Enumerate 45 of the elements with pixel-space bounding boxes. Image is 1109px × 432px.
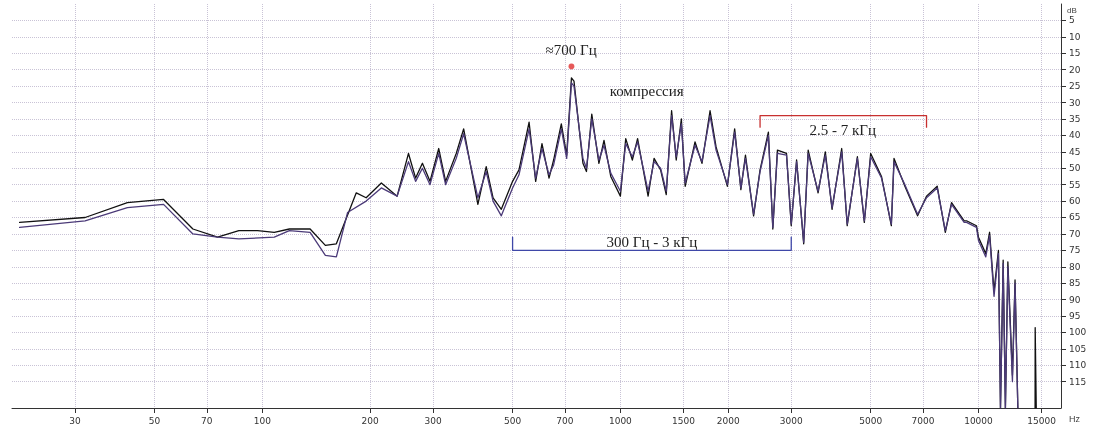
y-tick-label: 80 — [1069, 261, 1081, 272]
x-tick-label: 10000 — [964, 415, 994, 426]
y-tick-label: 110 — [1069, 360, 1087, 371]
y-tick-label: 115 — [1069, 376, 1087, 387]
y-tick-label: 90 — [1069, 294, 1081, 305]
y-tick-label: 60 — [1069, 196, 1081, 207]
y-tick-label: 35 — [1069, 113, 1081, 124]
y-axis-title: dB — [1067, 5, 1077, 15]
x-tick-label: 100 — [253, 415, 272, 426]
x-axis-title: Hz — [1069, 413, 1081, 424]
y-tick-label: 105 — [1069, 343, 1087, 354]
x-tick-label: 200 — [361, 415, 379, 426]
x-tick-label: 300 — [424, 415, 443, 426]
annotation: 300 Гц - 3 кГц — [606, 233, 698, 250]
y-tick-label: 50 — [1069, 163, 1081, 174]
y-tick-label: 5 — [1069, 15, 1075, 26]
x-tick-label: 1000 — [608, 415, 633, 426]
x-tick-label: 30 — [69, 415, 82, 426]
y-tick-label: 65 — [1069, 212, 1081, 223]
y-tick-label: 45 — [1069, 146, 1081, 157]
x-tick-label: 1500 — [671, 415, 696, 426]
y-tick-label: 55 — [1069, 179, 1081, 190]
y-tick-label: 30 — [1069, 97, 1081, 108]
y-tick-label: 15 — [1069, 48, 1081, 59]
y-tick-label: 95 — [1069, 311, 1081, 322]
y-tick-label: 70 — [1069, 228, 1081, 239]
y-tick-label: 85 — [1069, 278, 1081, 289]
x-tick-label: 500 — [504, 415, 522, 426]
x-tick-label: 2000 — [716, 415, 740, 426]
x-tick-label: 5000 — [859, 415, 883, 426]
x-tick-label: 15000 — [1027, 415, 1057, 426]
annotation: компрессия — [609, 82, 684, 99]
x-tick-label: 3000 — [779, 415, 803, 426]
y-tick-label: 20 — [1069, 64, 1081, 75]
y-tick-label: 40 — [1069, 130, 1081, 141]
y-tick-label: 100 — [1069, 327, 1087, 338]
annotation: 2.5 - 7 кГц — [809, 122, 877, 139]
annotation: ≈700 Гц — [545, 42, 597, 59]
y-tick-label: 25 — [1069, 81, 1081, 92]
y-tick-label: 75 — [1069, 245, 1081, 256]
x-tick-label: 50 — [148, 415, 161, 426]
x-tick-label: 7000 — [911, 415, 935, 426]
y-tick-label: 10 — [1069, 31, 1081, 42]
x-tick-label: 700 — [556, 415, 574, 426]
x-tick-label: 70 — [201, 415, 213, 426]
